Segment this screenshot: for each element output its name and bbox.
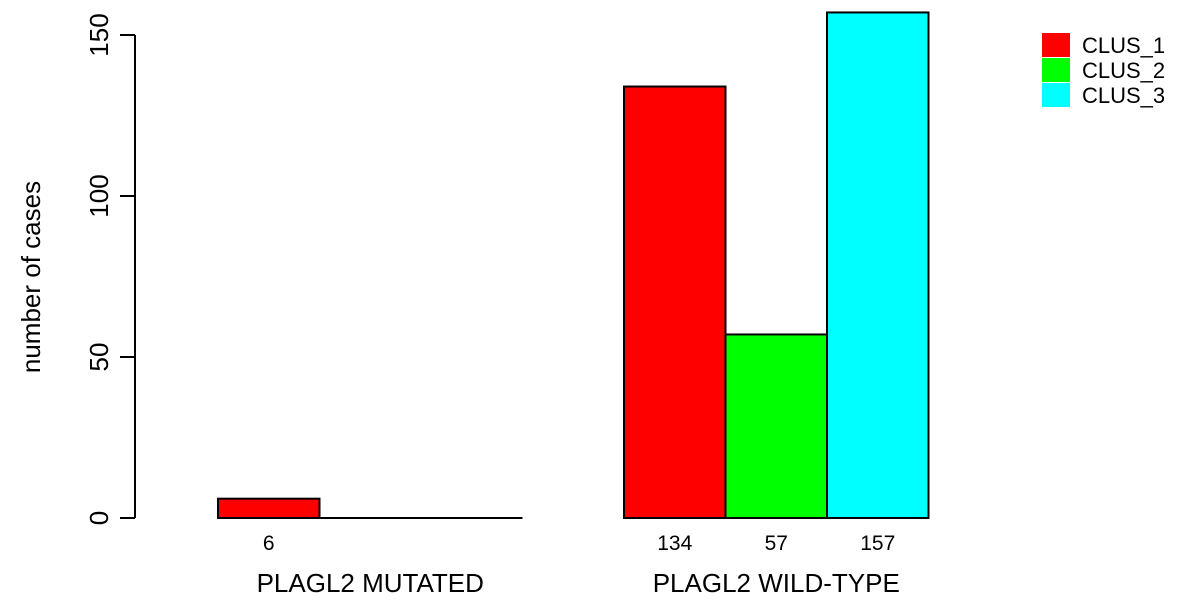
group-label: PLAGL2 MUTATED	[257, 568, 484, 598]
bar	[623, 85, 727, 520]
legend-label: CLUS_3	[1082, 83, 1165, 108]
bar-value-label: 134	[657, 532, 692, 555]
bar	[217, 497, 321, 519]
group-label: PLAGL2 WILD-TYPE	[653, 568, 900, 598]
bar-value-label: 6	[263, 532, 275, 555]
y-axis-label: number of cases	[16, 181, 46, 373]
bar	[826, 11, 930, 520]
legend-label: CLUS_2	[1082, 58, 1165, 83]
x-axis-group-labels: PLAGL2 MUTATED PLAGL2 WILD-TYPE	[257, 568, 900, 598]
plot-area: 6 134 57 157	[217, 11, 930, 555]
bar	[724, 333, 828, 519]
y-tick-label: 150	[84, 13, 114, 56]
legend-swatch	[1042, 58, 1070, 82]
y-axis: 0 50 100 150	[84, 13, 136, 525]
legend-swatch	[1042, 83, 1070, 107]
y-tick-label: 100	[84, 174, 114, 217]
legend-label: CLUS_1	[1082, 33, 1165, 58]
y-tick-label: 50	[84, 343, 114, 372]
y-tick-label: 0	[84, 511, 114, 525]
bar-value-label: 157	[860, 532, 895, 555]
bar-value-label: 57	[765, 532, 788, 555]
legend-swatch	[1042, 33, 1070, 57]
